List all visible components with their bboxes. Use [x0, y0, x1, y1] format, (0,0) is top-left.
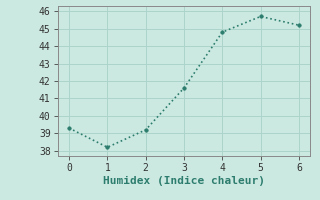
X-axis label: Humidex (Indice chaleur): Humidex (Indice chaleur) [103, 176, 265, 186]
